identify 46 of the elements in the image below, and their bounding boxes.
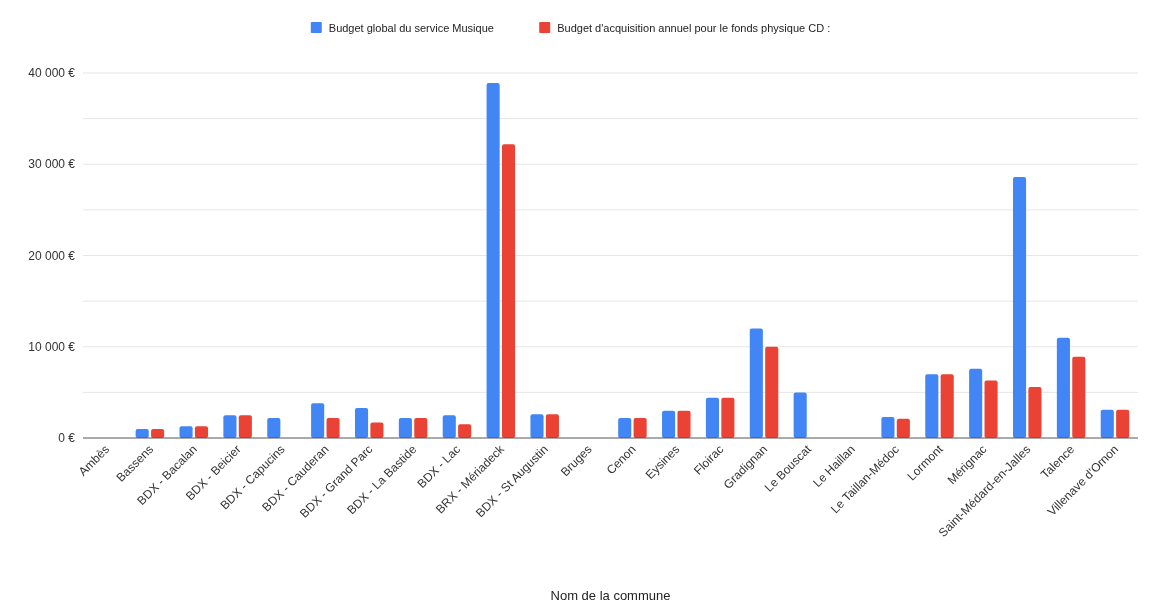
bar — [662, 410, 676, 438]
bar — [940, 374, 954, 438]
bar — [896, 418, 910, 438]
bar — [1116, 409, 1130, 438]
bar — [442, 415, 456, 438]
bar — [458, 424, 472, 438]
bar — [311, 403, 325, 438]
bar — [223, 415, 237, 438]
bar — [1056, 337, 1070, 438]
bar — [677, 410, 691, 438]
bar — [501, 144, 516, 438]
bar — [326, 417, 340, 438]
bar — [530, 414, 544, 438]
y-tick-label: 40 000 € — [28, 66, 76, 81]
bar — [414, 417, 428, 438]
y-tick-label: 20 000 € — [28, 248, 76, 263]
y-tick-label: 30 000 € — [28, 157, 76, 172]
bar — [1028, 386, 1042, 438]
bar — [749, 328, 763, 438]
bar — [398, 417, 412, 438]
bar — [721, 397, 735, 438]
bar — [354, 407, 369, 438]
bar — [267, 417, 281, 438]
bar — [179, 426, 193, 438]
bar — [881, 417, 895, 438]
bar — [1072, 356, 1086, 438]
x-axis-title: Nom de la commune — [550, 588, 671, 603]
bar — [194, 426, 209, 438]
bar — [238, 415, 252, 438]
bar — [793, 392, 807, 438]
bar — [925, 374, 939, 438]
bar — [545, 414, 559, 438]
bar — [969, 368, 983, 438]
bar — [633, 417, 647, 438]
legend-label: Budget d'acquisition annuel pour le fonds physique CD : — [557, 22, 831, 34]
bar — [370, 422, 384, 438]
y-tick-label: 0 € — [58, 431, 76, 446]
legend-label: Budget global du service Musique — [328, 22, 494, 34]
bar — [765, 346, 779, 438]
bar — [618, 417, 632, 438]
y-tick-label: 10 000 € — [28, 339, 76, 354]
bar — [486, 83, 500, 438]
bar — [1100, 409, 1114, 438]
bar — [1012, 177, 1027, 438]
bar — [705, 397, 720, 438]
bar — [984, 380, 998, 438]
